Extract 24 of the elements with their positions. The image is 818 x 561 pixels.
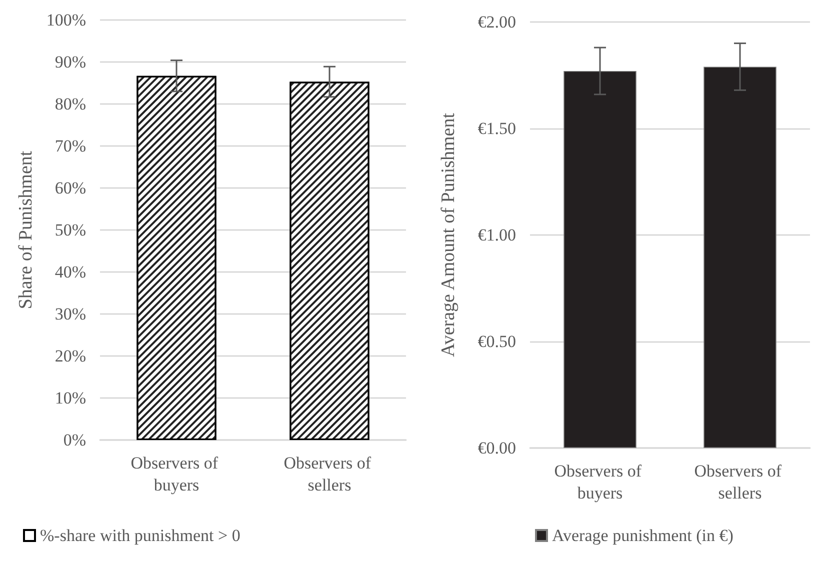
x-tick-label: Observers of sellers (694, 462, 786, 502)
x-tick-label: Observers of sellers (284, 454, 376, 494)
legend-label: Average punishment (in €) (552, 526, 734, 545)
y-tick-label: 90% (54, 52, 86, 72)
y-tick-label: 30% (54, 304, 86, 324)
y-tick-label: 40% (54, 262, 86, 282)
y-tick-label: 50% (54, 220, 86, 240)
y-tick-label: 80% (54, 94, 86, 114)
y-axis-title: Share of Punishment (15, 150, 36, 310)
y-tick-label: 20% (54, 346, 86, 366)
y-tick-label: €0.50 (478, 332, 516, 351)
legend-label: %-share with punishment > 0 (40, 526, 240, 545)
y-tick-label: 100% (46, 10, 86, 30)
x-tick-label: Observers of buyers (554, 462, 646, 502)
y-tick-label: €0.00 (478, 438, 516, 458)
y-tick-label: 70% (54, 136, 86, 156)
x-tick-label: Observers of buyers (130, 454, 222, 494)
y-axis-title: Average Amount of Punishment (438, 112, 459, 357)
y-tick-label: €1.50 (478, 119, 516, 138)
y-tick-label: 10% (54, 388, 86, 408)
y-tick-label: €1.00 (478, 226, 516, 244)
y-tick-label: 60% (54, 178, 86, 198)
y-tick-label: 0% (63, 430, 86, 450)
y-tick-label: €2.00 (478, 12, 516, 32)
